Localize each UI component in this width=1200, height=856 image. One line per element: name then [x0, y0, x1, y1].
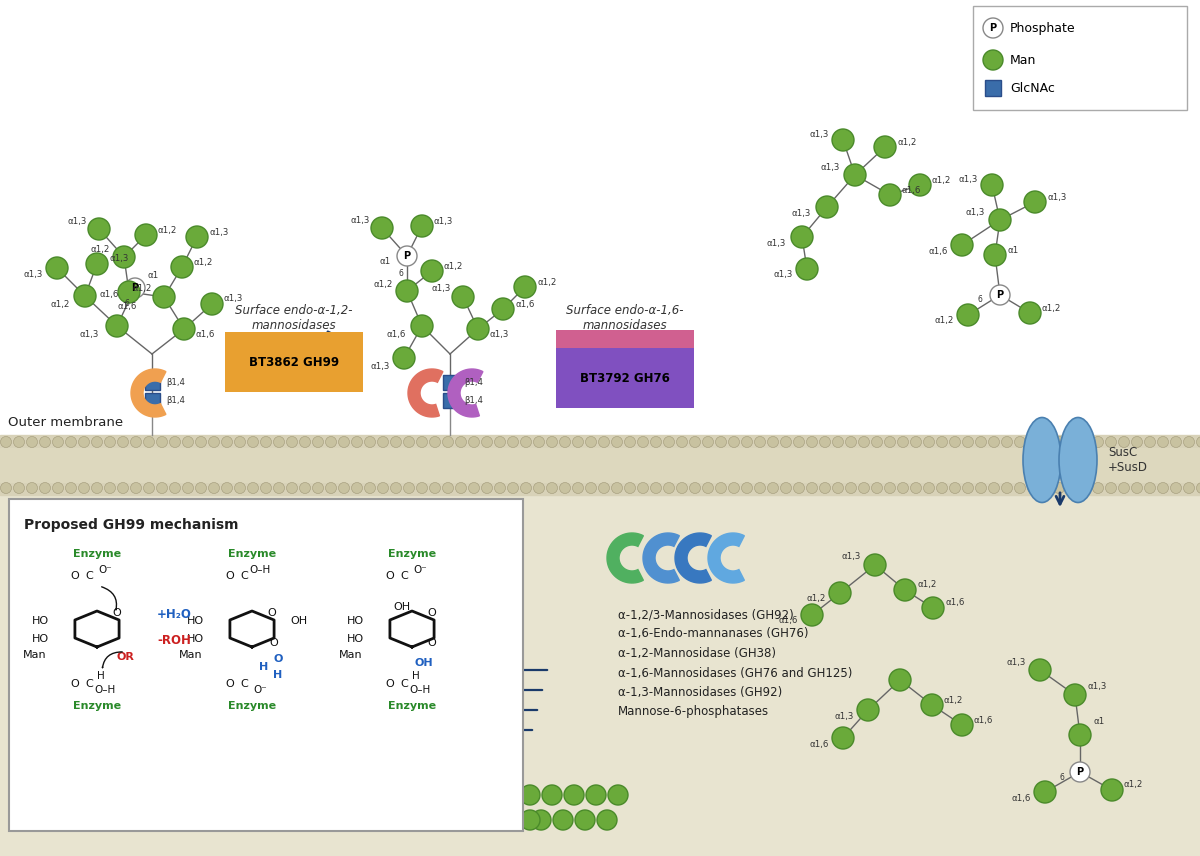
Text: GlcNAc: GlcNAc: [1010, 81, 1055, 94]
Circle shape: [1132, 483, 1142, 494]
Circle shape: [553, 810, 574, 830]
Text: α1,3: α1,3: [67, 217, 88, 225]
Circle shape: [624, 483, 636, 494]
Circle shape: [40, 483, 50, 494]
Circle shape: [131, 483, 142, 494]
Circle shape: [508, 437, 518, 448]
Circle shape: [365, 437, 376, 448]
Text: α1,6: α1,6: [100, 289, 119, 299]
Text: Outer membrane: Outer membrane: [8, 416, 124, 429]
Circle shape: [820, 483, 830, 494]
Text: HO: HO: [187, 634, 204, 644]
Circle shape: [952, 714, 973, 736]
Circle shape: [222, 437, 233, 448]
Circle shape: [456, 483, 467, 494]
Circle shape: [924, 437, 935, 448]
Circle shape: [702, 437, 714, 448]
Text: α1,6: α1,6: [929, 247, 948, 255]
Circle shape: [871, 437, 882, 448]
Circle shape: [546, 483, 558, 494]
Circle shape: [352, 437, 362, 448]
Circle shape: [534, 437, 545, 448]
Text: C: C: [240, 679, 248, 689]
Text: α-1,2/3-Mannosidases (GH92)
α-1,6-Endo-mannanases (GH76)
α-1,2-Mannosidase (GH38: α-1,2/3-Mannosidases (GH92) α-1,6-Endo-m…: [618, 608, 852, 718]
Text: α1,2: α1,2: [898, 138, 917, 146]
Text: OH: OH: [394, 602, 410, 612]
Text: O: O: [113, 608, 121, 618]
Circle shape: [894, 579, 916, 601]
Text: α1,3: α1,3: [1046, 193, 1067, 201]
Circle shape: [768, 483, 779, 494]
Circle shape: [394, 347, 415, 369]
Text: O⁻: O⁻: [98, 565, 112, 575]
Bar: [144, 375, 160, 389]
Circle shape: [864, 554, 886, 576]
Circle shape: [1067, 483, 1078, 494]
Text: α1,3: α1,3: [792, 209, 811, 217]
Text: HO: HO: [32, 634, 49, 644]
Circle shape: [397, 246, 418, 266]
Text: O–H: O–H: [95, 685, 115, 695]
Circle shape: [1069, 724, 1091, 746]
Circle shape: [742, 483, 752, 494]
Circle shape: [1027, 437, 1038, 448]
Circle shape: [1118, 483, 1129, 494]
Text: 6: 6: [977, 295, 982, 305]
Text: α1,3: α1,3: [109, 254, 128, 264]
Circle shape: [312, 437, 324, 448]
Circle shape: [833, 437, 844, 448]
Text: OH: OH: [290, 616, 307, 626]
Circle shape: [608, 785, 628, 805]
Circle shape: [91, 437, 102, 448]
Circle shape: [989, 209, 1010, 231]
Text: Phosphate: Phosphate: [1010, 21, 1075, 34]
Text: O: O: [270, 638, 278, 648]
Circle shape: [858, 437, 870, 448]
Circle shape: [530, 810, 551, 830]
Circle shape: [922, 694, 943, 716]
Text: O: O: [427, 608, 437, 618]
Circle shape: [874, 136, 896, 158]
Circle shape: [911, 483, 922, 494]
Text: α1,3: α1,3: [1087, 682, 1106, 692]
Circle shape: [234, 437, 246, 448]
Circle shape: [664, 483, 674, 494]
Circle shape: [677, 483, 688, 494]
Circle shape: [728, 437, 739, 448]
Circle shape: [572, 437, 583, 448]
Text: O: O: [385, 571, 395, 581]
Text: O: O: [226, 571, 234, 581]
Text: α1,3: α1,3: [821, 163, 840, 171]
Circle shape: [154, 286, 175, 308]
Circle shape: [274, 437, 284, 448]
Text: α1,2: α1,2: [158, 225, 178, 235]
Circle shape: [878, 184, 901, 206]
Circle shape: [833, 483, 844, 494]
Text: α1,2: α1,2: [1042, 304, 1061, 312]
Circle shape: [416, 483, 427, 494]
Text: O: O: [268, 608, 276, 618]
Text: Enzyme: Enzyme: [228, 549, 276, 559]
Text: H: H: [259, 662, 269, 672]
Text: α1,6: α1,6: [196, 330, 215, 338]
Circle shape: [144, 437, 155, 448]
Circle shape: [1170, 437, 1182, 448]
Circle shape: [586, 437, 596, 448]
Circle shape: [173, 318, 194, 340]
Circle shape: [104, 483, 115, 494]
Circle shape: [287, 437, 298, 448]
Circle shape: [365, 483, 376, 494]
Text: O–H: O–H: [250, 565, 271, 575]
Circle shape: [182, 483, 193, 494]
Polygon shape: [131, 369, 166, 417]
Text: Man: Man: [23, 650, 47, 660]
Circle shape: [78, 483, 90, 494]
Circle shape: [1002, 437, 1013, 448]
Circle shape: [984, 244, 1006, 266]
Circle shape: [410, 315, 433, 337]
Text: α1,3: α1,3: [434, 217, 454, 225]
Text: O–H: O–H: [409, 685, 431, 695]
Text: H: H: [274, 670, 283, 680]
Text: α1: α1: [148, 271, 158, 281]
Text: OR: OR: [116, 652, 134, 662]
